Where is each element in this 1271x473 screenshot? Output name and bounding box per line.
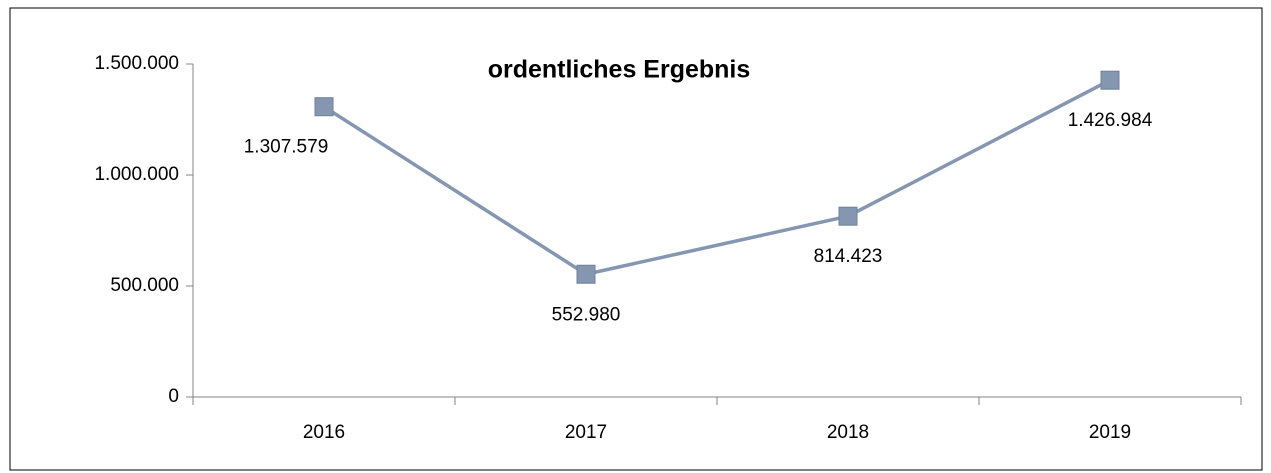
data-label: 1.307.579 [244,137,329,158]
x-tick-label: 2016 [303,422,345,443]
marker [838,206,858,226]
x-tick-label: 2018 [827,422,869,443]
data-label: 814.423 [814,246,883,267]
y-tick-label: 1.000.000 [94,164,179,185]
x-tick-label: 2017 [565,422,607,443]
y-tick-label: 500.000 [110,275,179,296]
chart-frame [9,7,1263,471]
y-tick-label: 0 [168,386,179,407]
chart-title: ordentliches Ergebnis [488,56,751,84]
x-tick-label: 2019 [1089,422,1131,443]
marker [1100,70,1120,90]
data-label: 552.980 [552,304,621,325]
marker [576,264,596,284]
data-label: 1.426.984 [1068,110,1153,131]
marker [314,97,334,117]
y-tick-label: 1.500.000 [94,53,179,74]
line [323,78,1111,277]
